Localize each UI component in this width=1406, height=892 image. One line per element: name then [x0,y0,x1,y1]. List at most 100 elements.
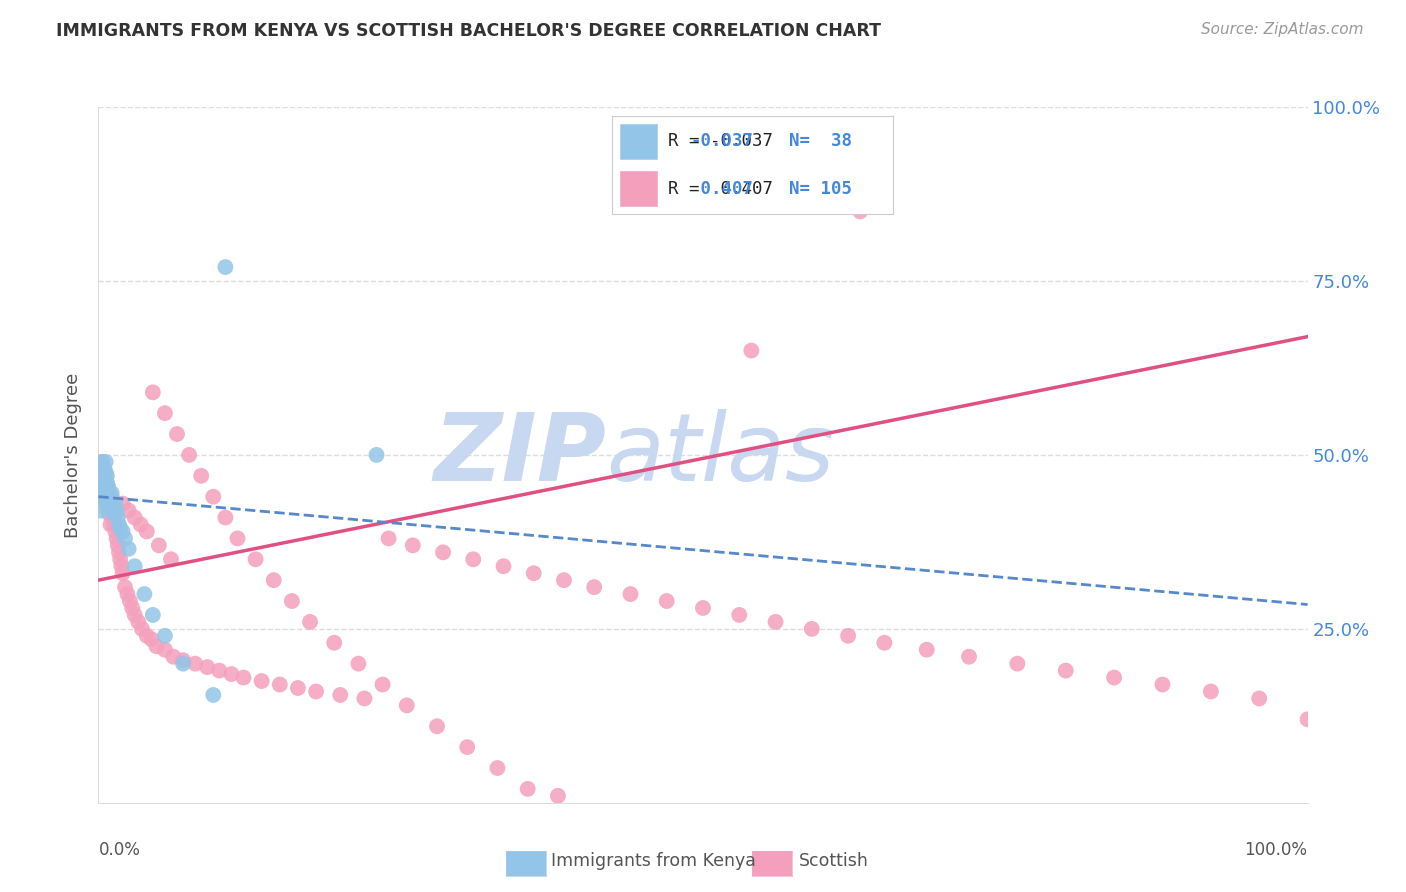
Point [202,688,225,702]
Point [873,636,896,650]
Point [432,545,454,559]
Point [145,639,167,653]
Point [619,587,641,601]
Point [103,507,125,521]
Point [250,674,273,689]
Text: 100.0%: 100.0% [1244,841,1308,859]
Point [486,761,509,775]
Point [91,475,114,490]
Point [323,636,346,650]
Point [94,472,117,486]
Point [142,607,165,622]
Point [172,653,194,667]
Point [101,493,124,508]
Point [107,510,129,524]
Text: N= 105: N= 105 [789,179,852,197]
Point [402,538,425,552]
Point [1199,684,1222,698]
Point [96,468,118,483]
Point [111,497,134,511]
Point [135,629,157,643]
Point [127,615,149,629]
Y-axis label: Bachelor's Degree: Bachelor's Degree [65,372,83,538]
Point [492,559,515,574]
Point [1007,657,1029,671]
Point [100,497,122,511]
Point [114,580,136,594]
Point [221,667,243,681]
Point [98,486,121,500]
Point [98,507,121,521]
Point [93,490,115,504]
Point [108,517,131,532]
Point [553,573,575,587]
Text: Source: ZipAtlas.com: Source: ZipAtlas.com [1201,22,1364,37]
Point [153,642,176,657]
Point [118,503,141,517]
Point [371,677,394,691]
Point [103,517,125,532]
Point [97,483,120,497]
FancyBboxPatch shape [620,124,657,159]
Point [800,622,823,636]
Point [547,789,569,803]
Point [263,573,285,587]
Point [100,517,122,532]
Point [101,510,124,524]
Text: 0.0%: 0.0% [98,841,141,859]
Point [148,538,170,552]
Point [740,343,762,358]
Point [214,260,236,274]
Point [96,490,118,504]
Point [124,510,146,524]
Point [1054,664,1077,678]
Point [377,532,399,546]
Point [184,657,207,671]
Text: ZIP: ZIP [433,409,606,501]
Point [110,559,132,574]
Point [111,566,134,581]
Point [100,490,122,504]
Point [100,503,122,517]
Point [98,490,121,504]
Point [245,552,267,566]
Point [134,587,156,601]
Point [915,642,938,657]
Point [837,629,859,643]
Point [523,566,546,581]
Text: -0.037: -0.037 [690,133,754,151]
Point [108,545,131,559]
Point [655,594,678,608]
Point [166,427,188,442]
Point [179,448,201,462]
Point [98,497,121,511]
Point [108,552,131,566]
Point [105,503,128,517]
Point [463,552,485,566]
Point [93,466,115,480]
Point [96,475,118,490]
Text: Immigrants from Kenya: Immigrants from Kenya [551,852,756,870]
Point [124,559,146,574]
Point [1152,677,1174,691]
Point [111,524,134,539]
Text: IMMIGRANTS FROM KENYA VS SCOTTISH BACHELOR'S DEGREE CORRELATION CHART: IMMIGRANTS FROM KENYA VS SCOTTISH BACHEL… [56,22,882,40]
Point [153,406,176,420]
Point [142,385,165,400]
Point [96,500,118,514]
Point [456,740,478,755]
Point [91,455,114,469]
Point [153,629,176,643]
Point [329,688,352,702]
Point [105,532,128,546]
Point [281,594,304,608]
Point [100,500,122,514]
Point [1296,712,1319,726]
Text: R =  0.407: R = 0.407 [668,179,773,197]
Point [108,521,131,535]
Point [299,615,322,629]
Point [353,691,375,706]
Point [131,622,153,636]
Point [516,781,538,796]
Point [114,532,136,546]
